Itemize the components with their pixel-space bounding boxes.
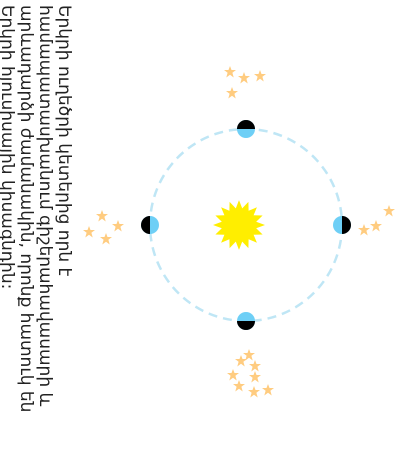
star-icon [112,220,124,232]
star-icon [262,384,274,396]
constellation-right [358,205,395,236]
earth-icon [237,120,255,138]
star-icon [233,380,245,392]
star-icon [249,360,261,372]
star-icon [226,87,238,99]
star-icon [358,224,370,236]
star-icon [83,226,95,238]
star-icon [249,371,261,383]
sun-core [226,212,252,238]
earth-icon [333,216,351,234]
star-icon [370,220,382,232]
earth-icon [141,216,159,234]
constellation-top [224,66,266,99]
star-icon [243,349,255,361]
star-icon [248,386,260,398]
question-text: Երկրի ուղեծրի կետերից որն է համապատասխան… [0,5,74,413]
question-panel: Երկրի ուղեծրի կետերից որն է համապատասխան… [0,0,74,450]
constellation-left [83,210,124,245]
star-icon [224,66,236,78]
star-icon [227,369,239,381]
star-icon [100,233,112,245]
star-icon [383,205,395,217]
star-icon [238,72,250,84]
earth-icon [237,312,255,330]
star-icon [235,355,247,367]
star-icon [254,70,266,82]
constellation-bottom [227,349,274,398]
star-icon [96,210,108,222]
